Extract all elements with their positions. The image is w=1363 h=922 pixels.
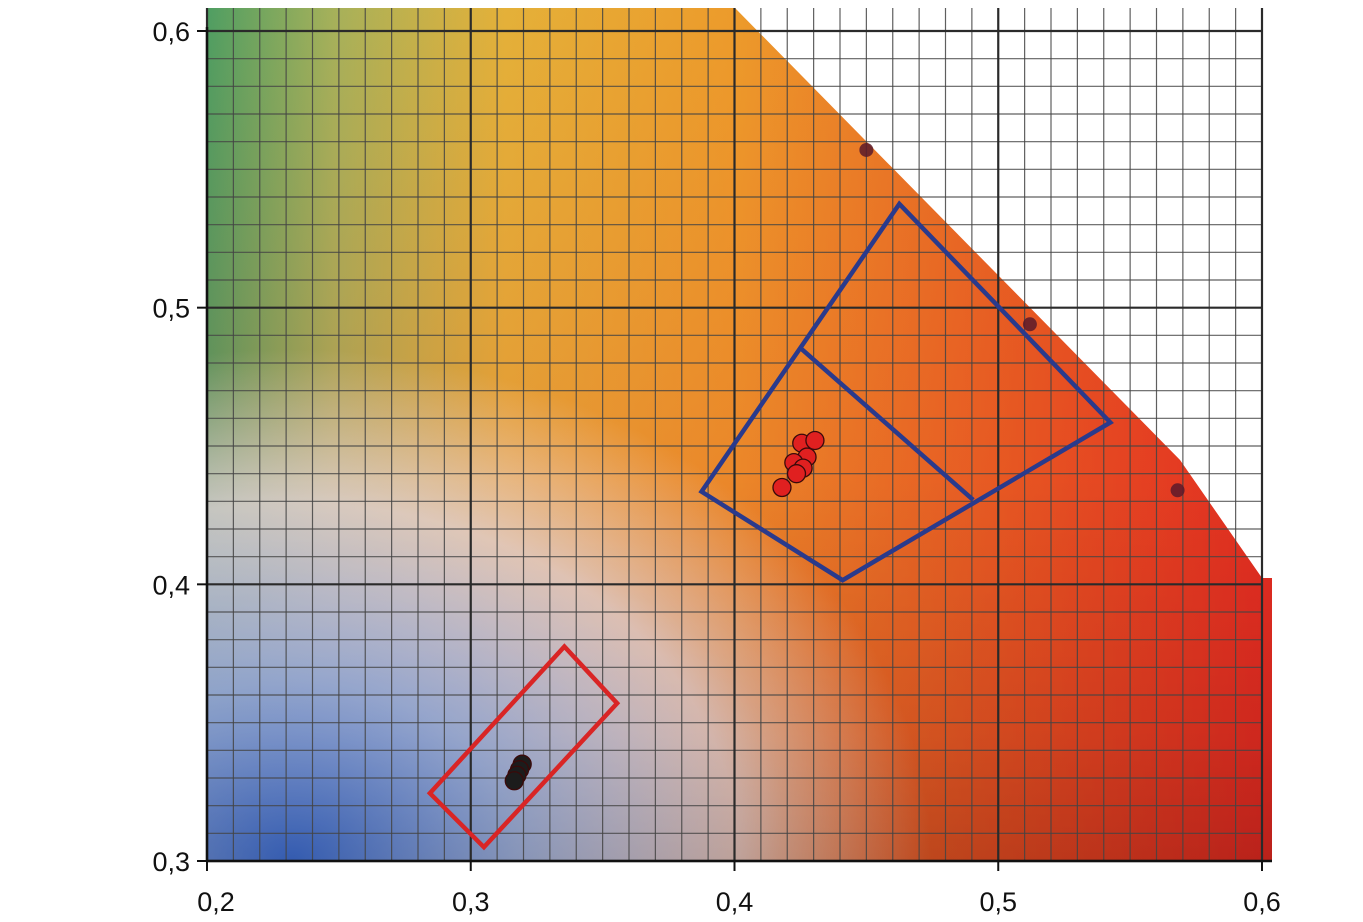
data-points	[504, 430, 825, 791]
data-point	[786, 464, 807, 484]
boundary-point	[1022, 317, 1037, 332]
data-point	[504, 771, 524, 791]
x-axis-ticks: 0,2 0,3 0,4 0,5 0,6	[197, 861, 1281, 917]
y-tick-label: 0,4	[152, 570, 190, 600]
x-tick-label: 0,5	[979, 887, 1017, 917]
region-divider	[800, 347, 975, 502]
boundary-points	[859, 142, 1185, 498]
boundary-point	[1170, 483, 1185, 498]
y-tick-label: 0,5	[152, 294, 190, 324]
y-tick-label: 0,3	[152, 847, 190, 877]
data-point	[805, 430, 825, 451]
tolerance-region	[426, 643, 621, 851]
x-tick-label: 0,2	[197, 887, 235, 917]
data-point	[772, 477, 792, 498]
tolerance-region	[698, 200, 1114, 583]
x-tick-label: 0,4	[716, 887, 754, 917]
x-tick-label: 0,6	[1243, 887, 1281, 917]
x-tick-label: 0,3	[452, 887, 490, 917]
regions	[426, 200, 1114, 851]
axes	[205, 27, 1272, 863]
boundary-point	[859, 142, 874, 157]
y-axis-ticks: 0,3 0,4 0,5 0,6	[152, 17, 207, 877]
y-tick-label: 0,6	[152, 17, 190, 47]
